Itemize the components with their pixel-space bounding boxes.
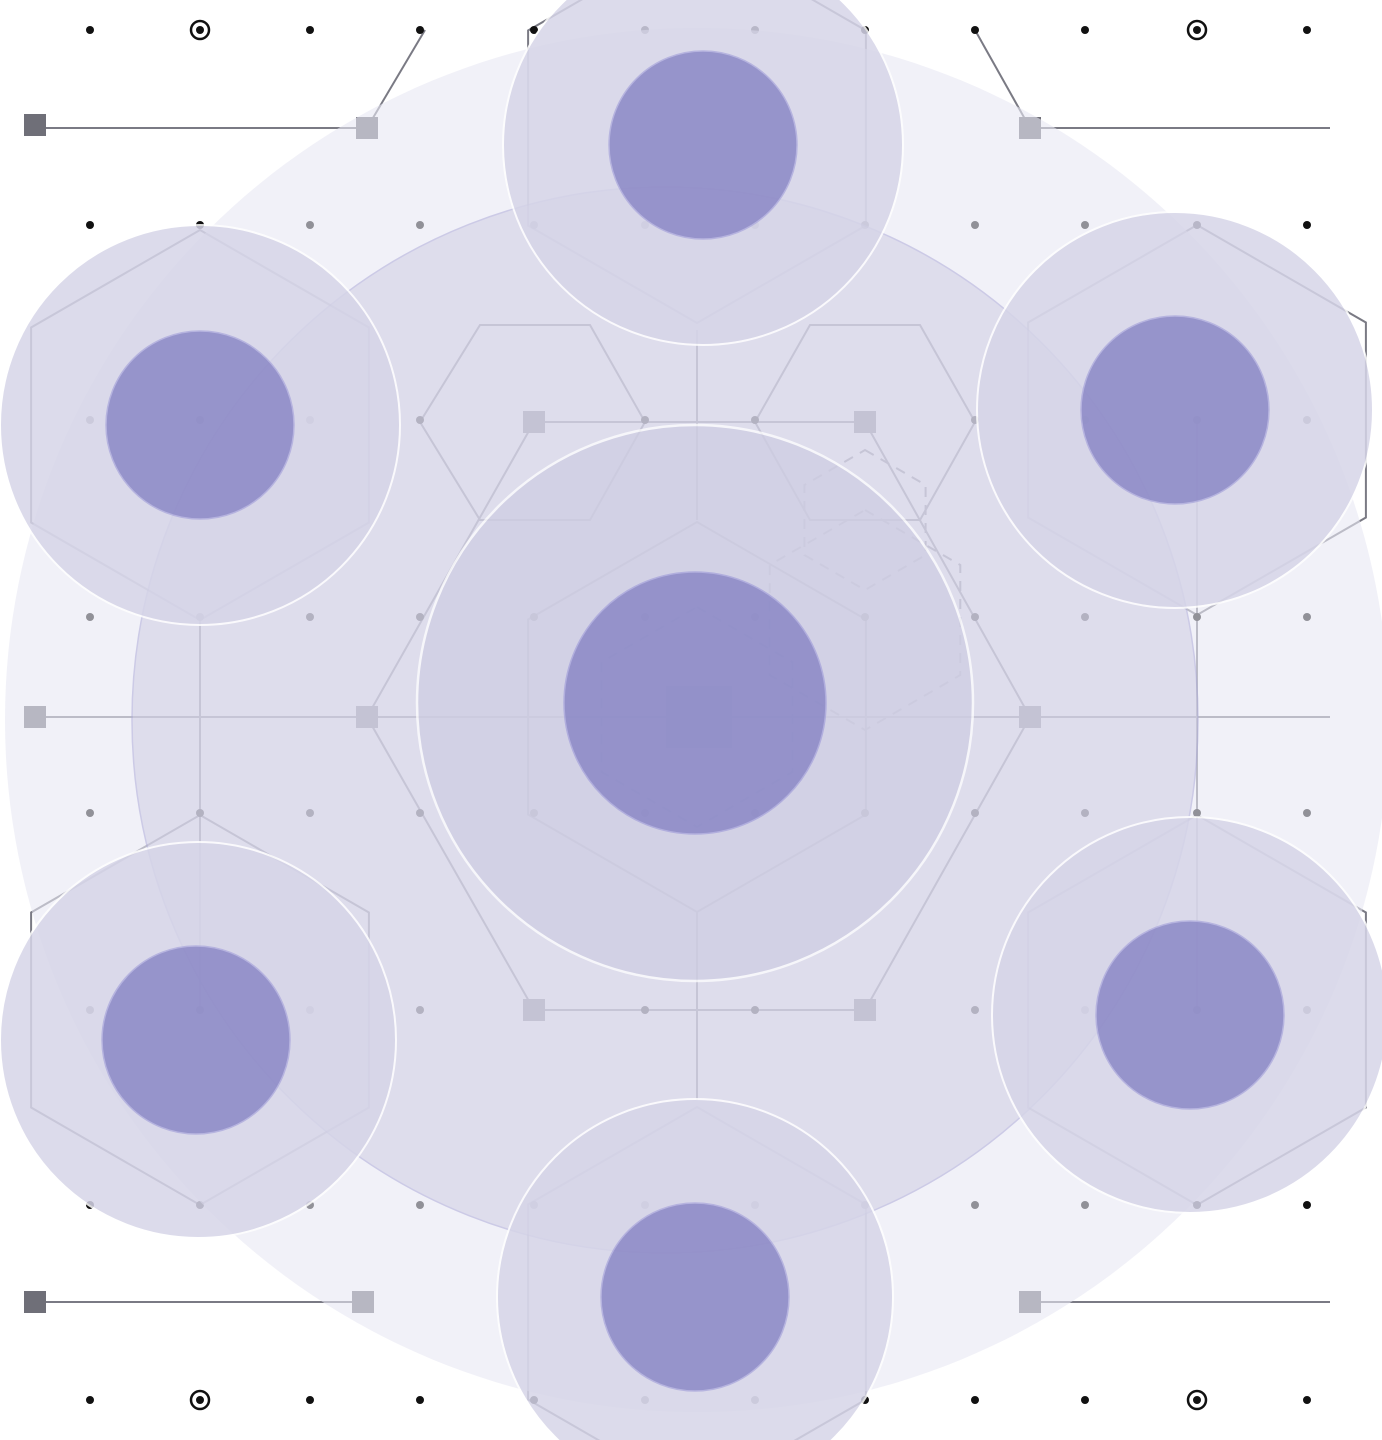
grid-dot (86, 1396, 94, 1404)
grid-dot (306, 1396, 314, 1404)
square-node (24, 114, 46, 136)
grid-dot (86, 221, 94, 229)
grid-dot (416, 26, 424, 34)
grid-dot (196, 26, 204, 34)
center-core (563, 571, 827, 835)
grid-ring (189, 19, 211, 41)
grid-dot (1193, 26, 1201, 34)
grid-dot (1303, 1396, 1311, 1404)
grid-dot (971, 26, 979, 34)
grid-dot (416, 1396, 424, 1404)
grid-dot (971, 1396, 979, 1404)
grid-ring (189, 1389, 211, 1411)
grid-dot (1193, 1396, 1201, 1404)
grid-dot (1081, 1396, 1089, 1404)
grid-dot (306, 26, 314, 34)
square-node (24, 1291, 46, 1313)
grid-ring (1186, 19, 1208, 41)
satellite-core (600, 1202, 790, 1392)
grid-ring (1186, 1389, 1208, 1411)
grid-dot (530, 26, 538, 34)
grid-dot (1303, 221, 1311, 229)
satellite-core (1080, 315, 1270, 505)
satellite-core (105, 330, 295, 520)
grid-dot (1303, 26, 1311, 34)
satellite-core (608, 50, 798, 240)
grid-dot (1303, 1201, 1311, 1209)
grid-dot (86, 26, 94, 34)
grid-dot (1081, 26, 1089, 34)
grid-dot (196, 1396, 204, 1404)
satellite-core (101, 945, 291, 1135)
satellite-core (1095, 920, 1285, 1110)
